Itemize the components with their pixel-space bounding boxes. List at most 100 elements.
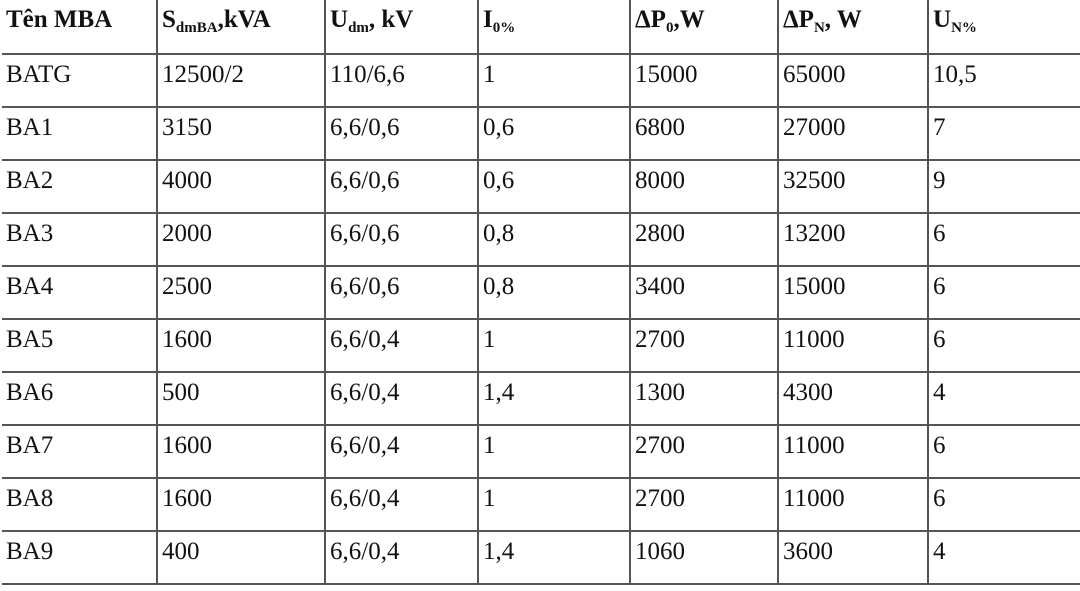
table-cell: 10,5 [927,53,1080,108]
table-cell: 6 [927,212,1080,267]
header-text: Tên MBA [6,6,113,33]
table-cell: BA4 [2,265,158,320]
header-unit: , kV [368,6,414,33]
table-cell: 2700 [629,424,779,479]
table-cell: 15000 [629,53,779,108]
table-cell: 1,4 [477,530,631,585]
table-cell: 2800 [629,212,779,267]
header-cell: I0% [477,0,631,55]
table-cell: 6,6/0,4 [324,424,479,479]
table-cell: 2500 [156,265,326,320]
table-cell: 1 [477,424,631,479]
header-subscript: N [813,20,825,36]
table-cell: 0,6 [477,159,631,214]
table-cell: 6,6/0,6 [324,265,479,320]
table-row: BA5 1600 6,6/0,4 1 2700 11000 6 [2,318,1080,373]
table-cell: 6,6/0,4 [324,318,479,373]
table-cell: 6,6/0,4 [324,477,479,532]
header-subscript: dmBA [175,20,218,36]
table-cell: 6 [927,424,1080,479]
table-cell: 11000 [777,318,929,373]
table-cell: 8000 [629,159,779,214]
table-cell: 4 [927,530,1080,585]
table-row: BA6 500 6,6/0,4 1,4 1300 4300 4 [2,371,1080,426]
table-cell: 13200 [777,212,929,267]
header-unit: , W [824,6,862,33]
table-cell: 1,4 [477,371,631,426]
table-cell: 110/6,6 [324,53,479,108]
table-cell: 11000 [777,424,929,479]
table-cell: 1 [477,53,631,108]
table-cell: BA5 [2,318,158,373]
table-cell: 65000 [777,53,929,108]
table-cell: 12500/2 [156,53,326,108]
header-text: ΔP [635,6,666,33]
table-cell: 1 [477,318,631,373]
table-row: BA7 1600 6,6/0,4 1 2700 11000 6 [2,424,1080,479]
table-row: BATG 12500/2 110/6,6 1 15000 65000 10,5 [2,53,1080,108]
header-unit: ,kVA [217,6,271,33]
table-cell: 0,8 [477,212,631,267]
table-cell: 27000 [777,106,929,161]
table-cell: 3600 [777,530,929,585]
table-row: BA3 2000 6,6/0,6 0,8 2800 13200 6 [2,212,1080,267]
table-cell: 3400 [629,265,779,320]
header-cell: Udm, kV [324,0,479,55]
table-cell: 0,6 [477,106,631,161]
header-subscript: 0% [492,20,516,36]
header-text: U [933,6,952,33]
header-cell: ΔPN, W [777,0,929,55]
table-cell: 2700 [629,477,779,532]
header-subscript: 0 [665,20,674,36]
table-cell: 6,6/0,4 [324,530,479,585]
table-cell: BA9 [2,530,158,585]
table-cell: 6,6/0,6 [324,159,479,214]
header-text: I [483,6,493,33]
table-cell: 6,6/0,4 [324,371,479,426]
table-cell: BA8 [2,477,158,532]
header-row: Tên MBA SdmBA,kVA Udm, kV I0% ΔP0,W ΔPN, W UN% [2,0,1080,55]
table-cell: BA7 [2,424,158,479]
table-cell: BA1 [2,106,158,161]
header-cell: Tên MBA [2,0,158,55]
table-cell: 1 [477,477,631,532]
table-cell: 32500 [777,159,929,214]
table-cell: 15000 [777,265,929,320]
table-body: BATG 12500/2 110/6,6 1 15000 65000 10,5 BA1 3150… [2,53,1080,585]
table-cell: 6 [927,265,1080,320]
table-cell: 6 [927,318,1080,373]
table-cell: 4000 [156,159,326,214]
table-cell: BA3 [2,212,158,267]
table-cell: 400 [156,530,326,585]
header-unit: ,W [673,6,705,33]
table-cell: 0,8 [477,265,631,320]
table-cell: 7 [927,106,1080,161]
table-cell: 3150 [156,106,326,161]
header-subscript: N% [951,20,977,36]
table-cell: 500 [156,371,326,426]
table-cell: 1600 [156,424,326,479]
table-row: BA1 3150 6,6/0,6 0,6 6800 27000 7 [2,106,1080,161]
table-cell: BA2 [2,159,158,214]
table-cell: 1600 [156,318,326,373]
table-cell: 11000 [777,477,929,532]
table-cell: 1060 [629,530,779,585]
header-text: ΔP [783,6,814,33]
table-cell: 6800 [629,106,779,161]
header-cell: SdmBA,kVA [156,0,326,55]
table-cell: 2700 [629,318,779,373]
table-cell: 6,6/0,6 [324,106,479,161]
table-cell: 2000 [156,212,326,267]
table-row: BA9 400 6,6/0,4 1,4 1060 3600 4 [2,530,1080,585]
header-subscript: dm [348,20,369,36]
table-row: BA2 4000 6,6/0,6 0,6 8000 32500 9 [2,159,1080,214]
header-text: U [330,6,349,33]
header-cell: UN% [927,0,1080,55]
table-row: BA8 1600 6,6/0,4 1 2700 11000 6 [2,477,1080,532]
header-text: S [162,6,176,33]
header-cell: ΔP0,W [629,0,779,55]
table-cell: 1600 [156,477,326,532]
table-cell: BATG [2,53,158,108]
table-cell: 4300 [777,371,929,426]
